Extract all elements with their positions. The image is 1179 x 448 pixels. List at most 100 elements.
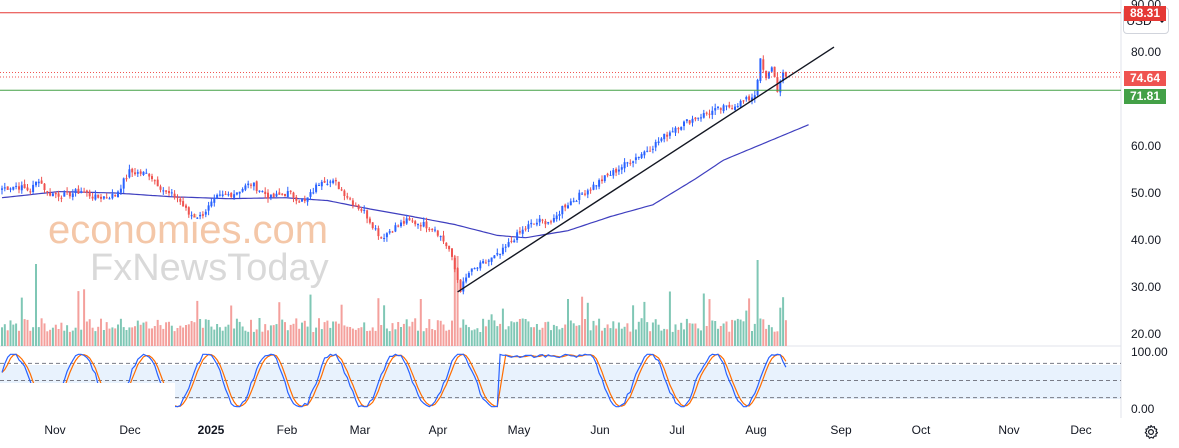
- volume-bar: [315, 327, 318, 346]
- candle: [43, 183, 46, 193]
- candle: [439, 235, 442, 241]
- candle: [589, 187, 592, 194]
- volume-bar: [459, 327, 462, 346]
- volume-bar: [326, 320, 329, 346]
- volume-bar: [170, 325, 173, 346]
- volume-bar: [394, 329, 397, 346]
- volume-bar: [422, 331, 425, 346]
- volume-bar: [332, 321, 335, 346]
- volume-bar: [329, 327, 332, 346]
- price-tick-label: 50.00: [1131, 186, 1161, 200]
- candle: [487, 258, 490, 267]
- trendline[interactable]: [457, 46, 835, 293]
- horizontal-lines: [0, 12, 1121, 91]
- volume-bar: [354, 329, 357, 346]
- candle: [719, 107, 722, 114]
- candle: [507, 238, 510, 248]
- candle: [770, 66, 773, 73]
- volume-bar: [770, 327, 773, 346]
- candle: [541, 218, 544, 224]
- volume-bar: [377, 298, 380, 346]
- volume-bar: [134, 326, 136, 346]
- candle: [108, 196, 111, 200]
- candle: [284, 193, 286, 197]
- volume-bar: [289, 324, 292, 346]
- volume-bar: [210, 326, 213, 346]
- volume-bar: [742, 321, 745, 346]
- volume-bar: [71, 330, 74, 346]
- candle: [281, 193, 284, 196]
- candle: [168, 186, 170, 197]
- volume-bar: [66, 325, 69, 346]
- volume-bar: [767, 324, 770, 346]
- volume-bar: [666, 329, 669, 346]
- volume-bar: [773, 331, 776, 346]
- settings-button[interactable]: [1141, 422, 1161, 442]
- candle: [637, 156, 640, 160]
- candle: [456, 267, 459, 283]
- volume-bar: [541, 327, 544, 346]
- volume-bar: [518, 319, 521, 346]
- volume-bar: [108, 328, 111, 346]
- volume-bar: [606, 324, 609, 346]
- volume-bar: [442, 324, 445, 346]
- volume-bar: [601, 330, 603, 346]
- candle: [504, 244, 507, 253]
- volume-bar: [320, 329, 323, 346]
- volume-bar: [649, 331, 652, 346]
- candle: [139, 169, 142, 177]
- volume-bar: [671, 331, 674, 346]
- volume-bar: [122, 327, 125, 346]
- volume-bar: [451, 320, 453, 346]
- volume-bar: [617, 322, 620, 346]
- volume-bar: [722, 323, 725, 346]
- volume-bar: [453, 256, 456, 346]
- trendline-layer: [457, 46, 835, 293]
- candle: [318, 182, 320, 186]
- candles: [1, 55, 787, 295]
- candle: [434, 226, 436, 233]
- volume-bar: [153, 326, 156, 346]
- volume-bar: [77, 291, 80, 346]
- volume-bar: [247, 331, 250, 346]
- volume-bar: [182, 327, 185, 346]
- volume-bar: [312, 332, 315, 346]
- candle: [419, 222, 422, 231]
- candle: [37, 178, 40, 187]
- volume-bar: [632, 305, 635, 346]
- time-tick-label: Jun: [590, 423, 609, 437]
- watermark-economies: economies.com: [48, 208, 328, 252]
- volume-bar: [383, 305, 386, 346]
- candle: [128, 164, 131, 179]
- candle: [425, 217, 428, 233]
- candle: [125, 174, 128, 182]
- candle: [711, 106, 714, 120]
- candle: [29, 188, 32, 195]
- candle: [346, 192, 349, 200]
- candle: [340, 187, 343, 192]
- candle: [301, 198, 303, 202]
- candle: [374, 225, 377, 231]
- candle: [405, 214, 408, 225]
- candle: [241, 187, 244, 193]
- volume-bar: [32, 327, 35, 346]
- volume-bar: [550, 330, 552, 346]
- candle: [247, 180, 250, 189]
- volume-bar: [323, 322, 326, 346]
- volume-bar: [405, 319, 408, 346]
- volume-bar: [691, 323, 694, 346]
- candle: [592, 181, 595, 191]
- candle: [683, 120, 685, 131]
- volume-bar: [85, 321, 88, 346]
- candle: [753, 90, 756, 103]
- candle: [445, 242, 448, 249]
- volume-bar: [346, 326, 349, 346]
- volume-bar: [165, 322, 168, 346]
- volume-bar: [634, 329, 637, 346]
- candle: [538, 215, 541, 226]
- candle: [295, 195, 298, 205]
- candle: [640, 152, 643, 159]
- volume-bar: [51, 327, 54, 346]
- volume-bar: [35, 264, 37, 346]
